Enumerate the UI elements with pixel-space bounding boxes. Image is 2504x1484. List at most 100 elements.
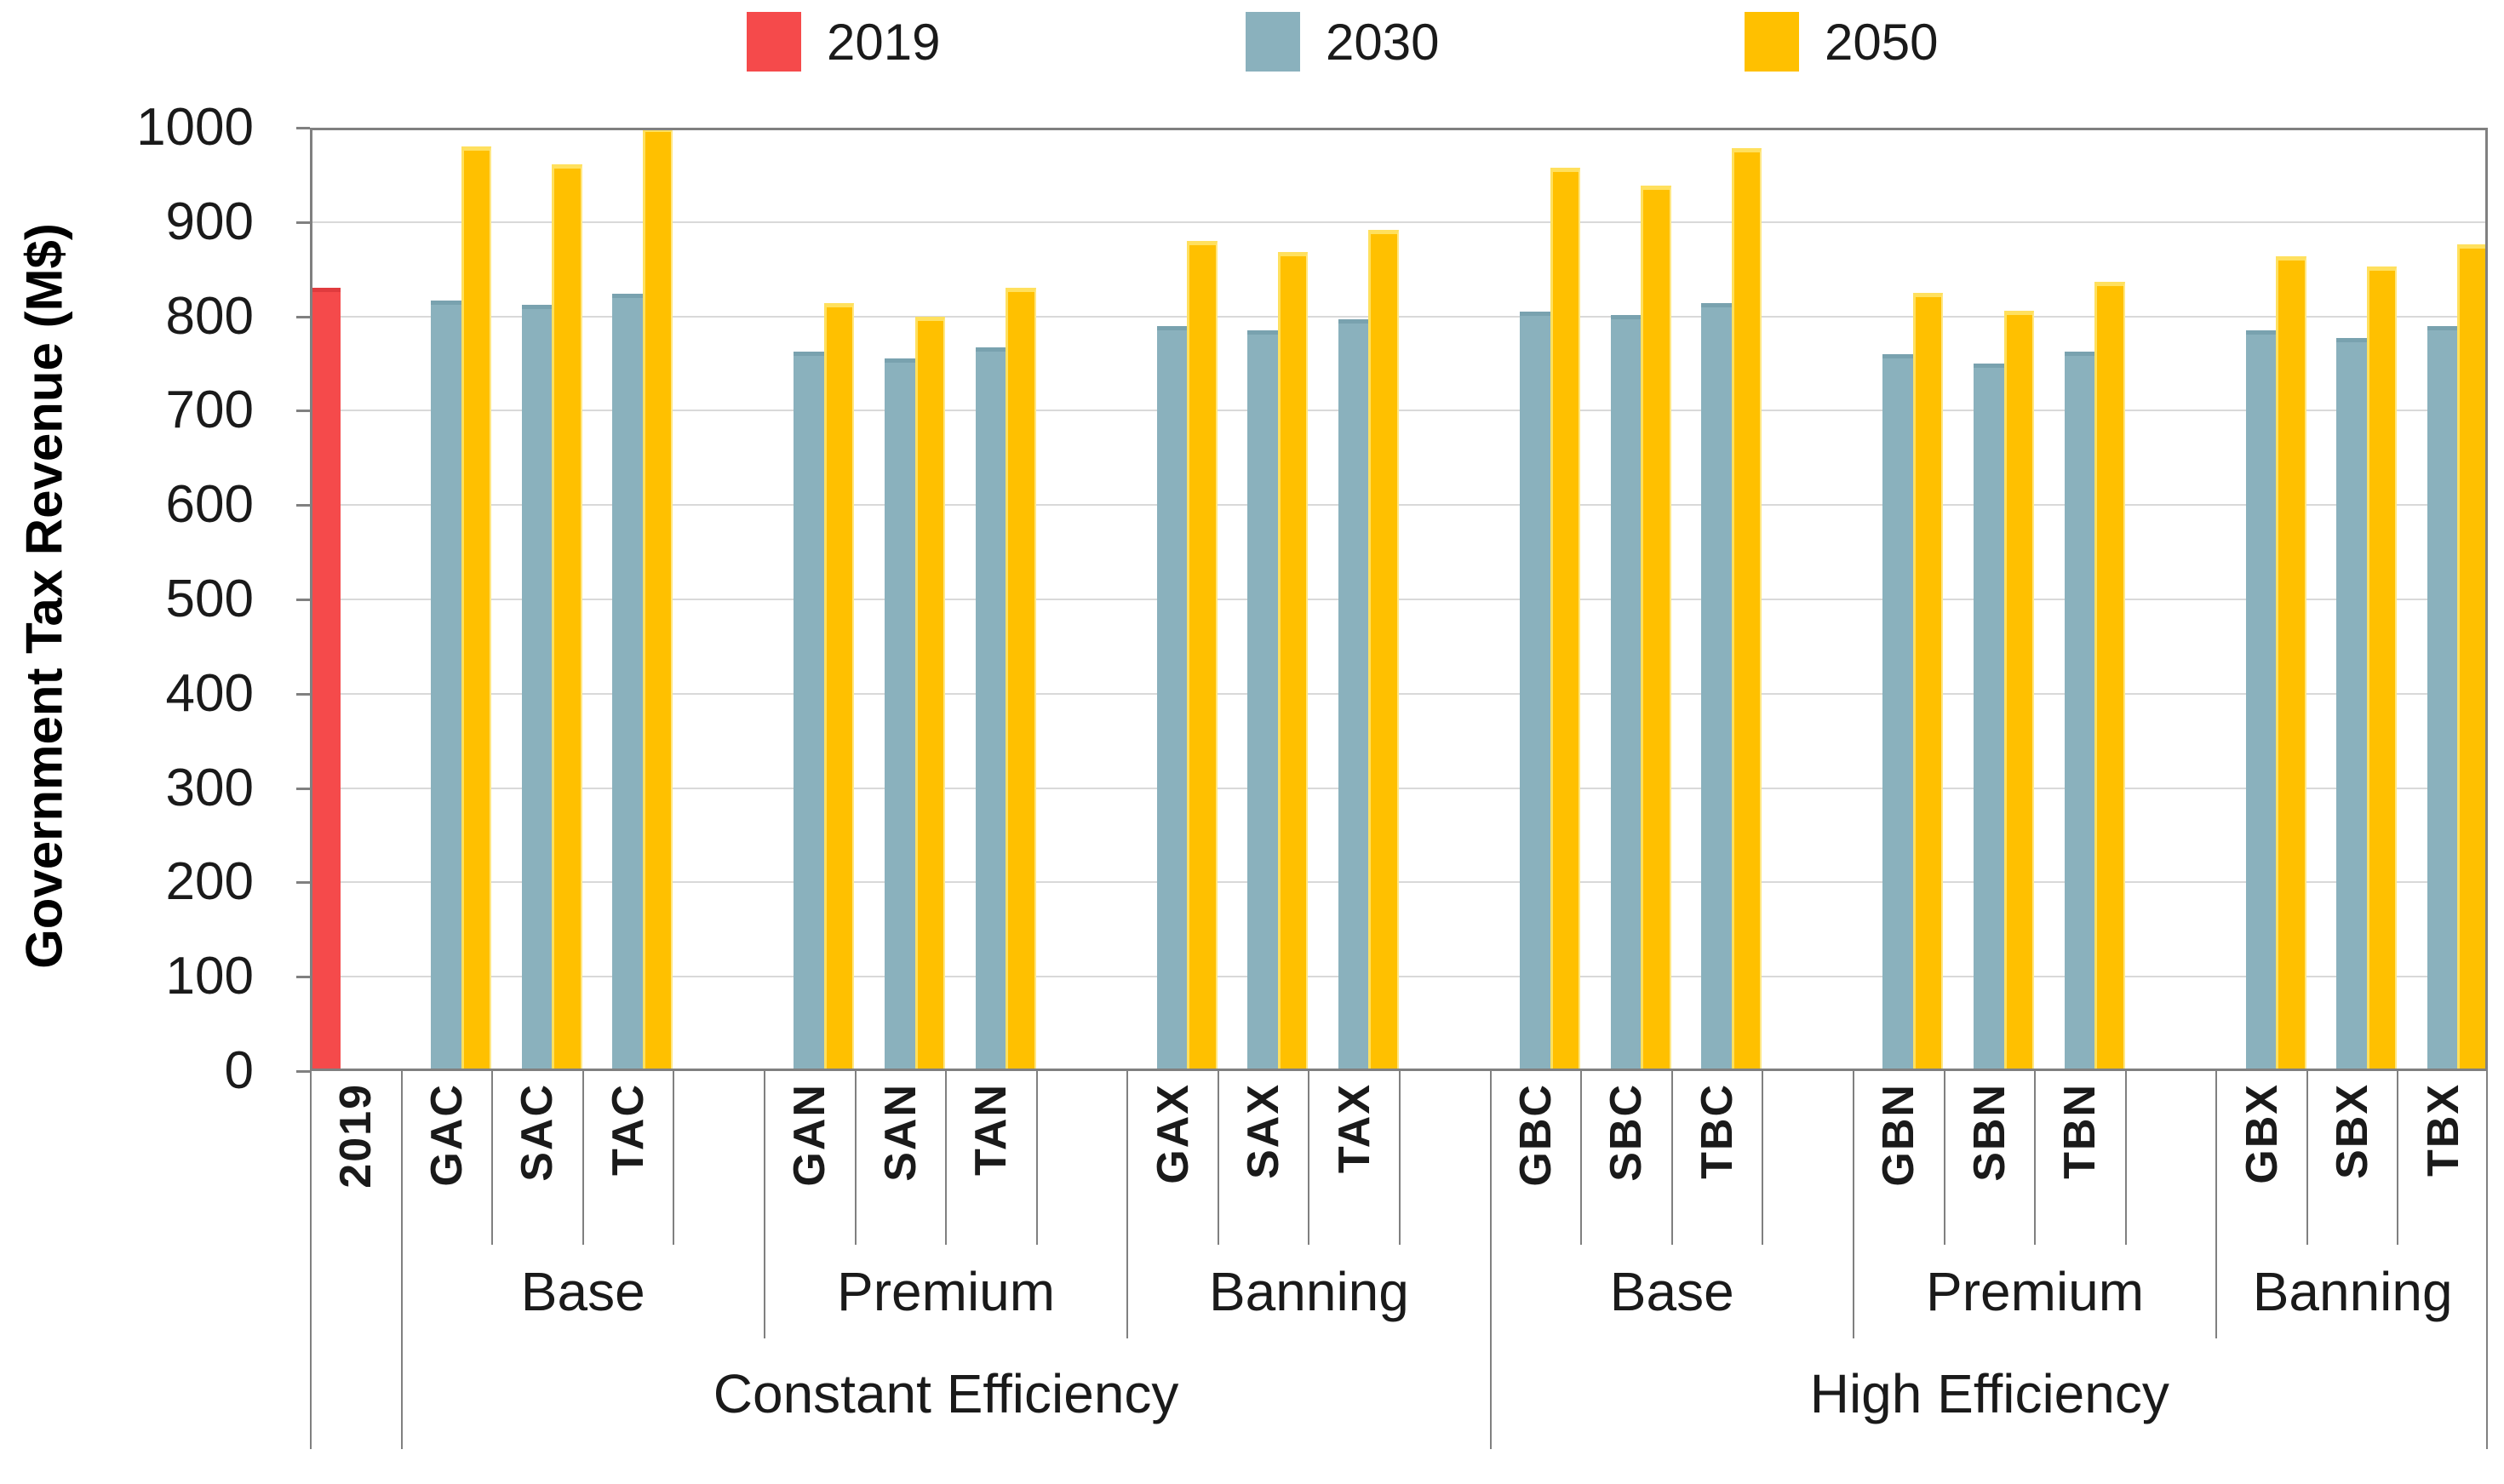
x-label-TAX: TAX <box>1329 1083 1379 1174</box>
bar-GBX-2050 <box>2276 255 2306 1071</box>
group-label-Base: Base <box>520 1261 645 1322</box>
x-label-GAC: GAC <box>421 1083 472 1187</box>
legend-label-2030: 2030 <box>1326 13 1440 71</box>
y-tick-label-900: 900 <box>165 192 254 251</box>
bar-TAX-2050 <box>1368 229 1399 1071</box>
y-tick-label-200: 200 <box>165 852 254 912</box>
bar-SAX-2030 <box>1247 330 1278 1071</box>
group-cell-High-Premium: Premium <box>1852 1245 2215 1338</box>
bar-GAX-2030 <box>1156 325 1188 1071</box>
bar-SAX-2050 <box>1277 252 1309 1071</box>
x-cell-TAC: TAC <box>582 1071 673 1245</box>
x-cell-TBX: TBX <box>2397 1071 2488 1245</box>
y-tickmark-1000 <box>296 127 310 129</box>
x-cell-GAX: GAX <box>1126 1071 1218 1245</box>
legend-item-2030: 2030 <box>1246 12 1439 72</box>
x-cell-GAN: GAN <box>763 1071 855 1245</box>
section-cell-Constant-Efficiency: Constant Efficiency <box>400 1338 1490 1449</box>
legend-label-2050: 2050 <box>1825 13 1939 71</box>
bar-GAC-2030 <box>431 300 461 1071</box>
x-cell-TBN: TBN <box>2034 1071 2125 1245</box>
x-label-SBX: SBX <box>2328 1083 2378 1179</box>
gridline-200 <box>310 881 2488 884</box>
y-tick-label-300: 300 <box>165 758 254 817</box>
x-label-GBC: GBC <box>1510 1083 1561 1187</box>
x-cell-blank <box>1399 1071 1490 1245</box>
group-label-Banning: Banning <box>2252 1261 2453 1322</box>
x-cell-2019: 2019 <box>310 1071 401 1245</box>
group-cell-High-Base: Base <box>1489 1245 1853 1338</box>
bar-TBX-2030 <box>2427 325 2458 1071</box>
x-cell-SAC: SAC <box>491 1071 582 1245</box>
bar-SBX-2030 <box>2336 338 2367 1071</box>
section-cell-High-Efficiency: High Efficiency <box>1489 1338 2488 1449</box>
bar-GAC-2050 <box>461 146 492 1071</box>
group-label-Banning: Banning <box>1208 1261 1409 1322</box>
x-label-SBC: SBC <box>1602 1083 1652 1182</box>
legend-swatch-2050 <box>1745 12 1799 72</box>
legend-item-2019: 2019 <box>747 12 940 72</box>
bar-GBN-2030 <box>1882 353 1913 1071</box>
x-cell-SBX: SBX <box>2306 1071 2398 1245</box>
group-cell-Constant-Base: Base <box>400 1245 764 1338</box>
legend-swatch-2019 <box>747 12 801 72</box>
group-cell-High-Banning: Banning <box>2215 1245 2488 1338</box>
x-cell-SBN: SBN <box>1943 1071 2035 1245</box>
bar-GAN-2030 <box>794 351 824 1071</box>
x-cell-TAX: TAX <box>1308 1071 1399 1245</box>
y-tickmark-600 <box>296 504 310 507</box>
y-tickmark-500 <box>296 599 310 601</box>
bar-SAN-2050 <box>914 316 946 1071</box>
bar-SAN-2030 <box>885 358 915 1071</box>
bar-GAN-2050 <box>823 303 855 1071</box>
x-cell-GBX: GBX <box>2215 1071 2306 1245</box>
bar-SBX-2050 <box>2366 266 2398 1071</box>
legend-item-2050: 2050 <box>1745 12 1938 72</box>
bar-TBN-2050 <box>2094 281 2125 1071</box>
x-cell-TBC: TBC <box>1670 1071 1762 1245</box>
y-tick-label-600: 600 <box>165 475 254 535</box>
x-cell-SAX: SAX <box>1217 1071 1309 1245</box>
x-label-TAN: TAN <box>966 1083 1017 1177</box>
x-cell-GBC: GBC <box>1489 1071 1581 1245</box>
bar-SBN-2030 <box>1974 364 2004 1071</box>
x-label-SAC: SAC <box>513 1083 563 1182</box>
bar-GBC-2050 <box>1550 167 1581 1071</box>
y-tick-label-100: 100 <box>165 947 254 1006</box>
x-cell-TAN: TAN <box>945 1071 1036 1245</box>
y-tickmark-100 <box>296 976 310 979</box>
y-tickmark-0 <box>296 1070 310 1073</box>
x-label-SBN: SBN <box>1964 1083 2014 1182</box>
gridline-100 <box>310 976 2488 978</box>
bar-TBC-2030 <box>1701 303 1732 1071</box>
x-label-SAX: SAX <box>1239 1083 1289 1179</box>
x-cell-blank <box>1035 1071 1127 1245</box>
x-label-TBC: TBC <box>1693 1083 1743 1179</box>
y-tick-label-1000: 1000 <box>136 98 254 157</box>
x-axis-right-border <box>2486 1071 2488 1449</box>
y-tickmark-400 <box>296 692 310 696</box>
bar-TBN-2030 <box>2064 351 2095 1071</box>
bar-2019-2019 <box>310 288 341 1071</box>
gridline-800 <box>310 315 2488 318</box>
gridline-700 <box>310 410 2488 412</box>
legend-label-2019: 2019 <box>827 13 941 71</box>
group-cell-Constant-Premium: Premium <box>763 1245 1126 1338</box>
y-tick-label-800: 800 <box>165 286 254 346</box>
bar-TAN-2050 <box>1006 288 1036 1071</box>
y-tickmark-300 <box>296 787 310 790</box>
x-cell-blank <box>673 1071 764 1245</box>
x-label-2019: 2019 <box>331 1083 381 1189</box>
x-cell-SAN: SAN <box>854 1071 946 1245</box>
x-label-TBN: TBN <box>2055 1083 2106 1179</box>
y-tick-label-0: 0 <box>224 1041 254 1100</box>
group-label-Base: Base <box>1609 1261 1734 1322</box>
x-label-TBX: TBX <box>2418 1083 2468 1177</box>
bar-SAC-2030 <box>521 305 553 1071</box>
bar-SBC-2050 <box>1641 185 1671 1071</box>
bar-SBN-2050 <box>2003 310 2035 1071</box>
bar-TBC-2050 <box>1731 148 1762 1071</box>
y-tickmark-200 <box>296 881 310 885</box>
y-tick-label-400: 400 <box>165 663 254 723</box>
